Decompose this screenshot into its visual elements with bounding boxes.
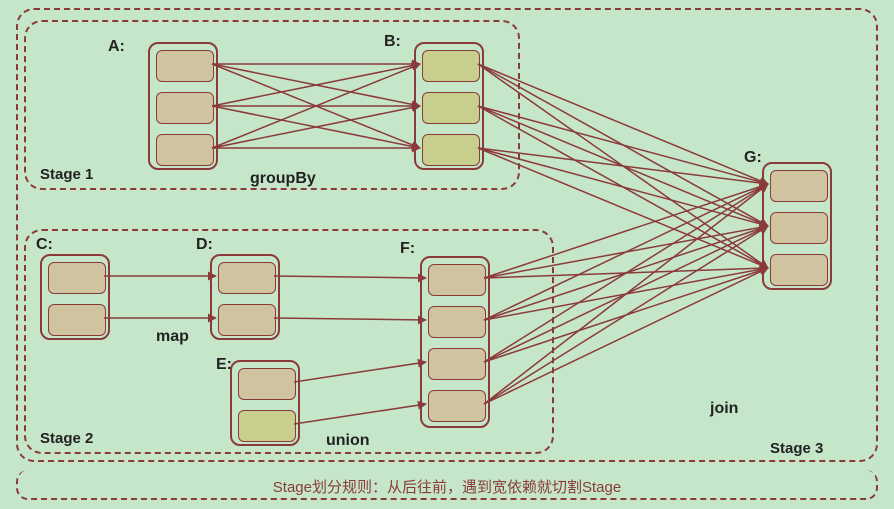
op-join: join (710, 400, 738, 418)
rdd-E-part-0 (238, 368, 296, 400)
rdd-F-part-1 (428, 306, 486, 338)
rdd-A-part-1 (156, 92, 214, 124)
rdd-E (230, 360, 300, 446)
rdd-C-part-1 (48, 304, 106, 336)
rdd-G (762, 162, 832, 290)
rdd-D (210, 254, 280, 340)
rdd-A-part-2 (156, 134, 214, 166)
rdd-D-label: D: (196, 236, 213, 254)
rdd-E-part-1 (238, 410, 296, 442)
rdd-C-label: C: (36, 236, 53, 254)
rdd-G-part-2 (770, 254, 828, 286)
rdd-D-part-1 (218, 304, 276, 336)
rdd-C (40, 254, 110, 340)
rdd-B-label: B: (384, 33, 401, 51)
op-groupby: groupBy (250, 170, 316, 188)
rdd-A-part-0 (156, 50, 214, 82)
op-union: union (326, 432, 370, 450)
rdd-F-part-2 (428, 348, 486, 380)
op-map: map (156, 328, 189, 346)
rdd-B-part-0 (422, 50, 480, 82)
stage-2-label: Stage 2 (40, 430, 93, 447)
rdd-F-label: F: (400, 240, 415, 258)
rdd-G-part-0 (770, 170, 828, 202)
rdd-F (420, 256, 490, 428)
rdd-B-part-2 (422, 134, 480, 166)
rdd-F-part-3 (428, 390, 486, 422)
rdd-A (148, 42, 218, 170)
rdd-E-label: E: (216, 356, 232, 374)
rdd-C-part-0 (48, 262, 106, 294)
rdd-B (414, 42, 484, 170)
stage-3-label: Stage 3 (770, 440, 823, 457)
diagram-canvas: Stage 1 Stage 2 Stage 3 A: B: C: D: E: F: G: g… (0, 0, 894, 509)
rdd-D-part-0 (218, 262, 276, 294)
rdd-A-label: A: (108, 38, 125, 56)
rdd-G-part-1 (770, 212, 828, 244)
rdd-G-label: G: (744, 149, 762, 167)
footer-text: Stage划分规则：从后往前，遇到宽依赖就切割Stage (16, 476, 878, 497)
rdd-B-part-1 (422, 92, 480, 124)
stage-1-label: Stage 1 (40, 166, 93, 183)
rdd-F-part-0 (428, 264, 486, 296)
